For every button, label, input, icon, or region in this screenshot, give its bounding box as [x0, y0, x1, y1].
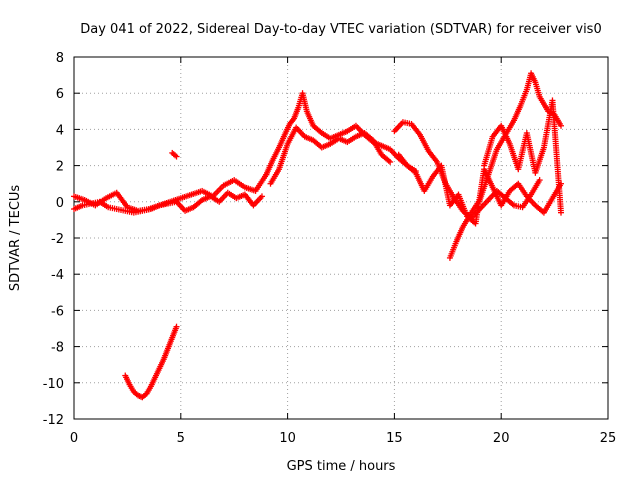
data-point	[558, 209, 565, 216]
grid-layer	[74, 57, 608, 419]
x-tick-label: 15	[386, 431, 403, 446]
x-tick-label: 0	[70, 431, 78, 446]
data-point	[558, 122, 565, 129]
data-point	[387, 158, 394, 165]
y-tick-label: 4	[56, 123, 64, 138]
x-axis-label: GPS time / hours	[287, 459, 396, 474]
y-tick-label: 0	[56, 196, 64, 211]
tick-layer	[73, 56, 609, 420]
data-point	[173, 153, 180, 160]
x-tick-label: 10	[279, 431, 296, 446]
y-tick-label: -12	[43, 413, 64, 428]
y-tick-label: -6	[51, 304, 64, 319]
data-point	[173, 323, 180, 330]
y-tick-label: -2	[51, 232, 64, 247]
y-axis-label: SDTVAR / TECUs	[8, 185, 23, 292]
y-tick-label: 8	[56, 51, 64, 66]
chart-title: Day 041 of 2022, Sidereal Day-to-day VTE…	[80, 22, 601, 37]
x-tick-label: 5	[177, 431, 185, 446]
x-tick-labels: 0 5 10 15 20 25	[70, 431, 616, 446]
y-tick-label: -10	[43, 377, 64, 392]
x-tick-label: 25	[600, 431, 617, 446]
data-points	[71, 70, 565, 401]
y-tick-label: -4	[51, 268, 64, 283]
data-point	[536, 177, 543, 184]
y-tick-label: -8	[51, 341, 64, 356]
y-tick-label: 6	[56, 87, 64, 102]
y-tick-labels: 8 6 4 2 0 -2 -4 -6 -8 -10 -12	[43, 51, 64, 428]
x-tick-label: 20	[493, 431, 510, 446]
data-point	[258, 193, 265, 200]
y-tick-label: 2	[56, 160, 64, 175]
